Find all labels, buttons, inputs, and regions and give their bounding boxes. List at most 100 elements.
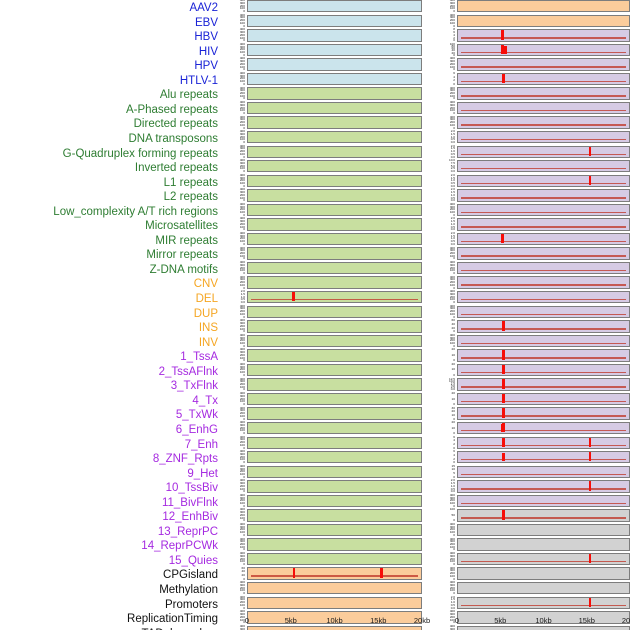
- track-plot-panel[interactable]: [457, 465, 630, 479]
- track-plot-panel[interactable]: [247, 596, 422, 609]
- track-plot-panel[interactable]: [247, 509, 422, 522]
- track-plot-panel[interactable]: [247, 392, 422, 406]
- track-plot-panel[interactable]: [247, 611, 422, 624]
- track-plot-panel[interactable]: [247, 189, 422, 202]
- track-plot-panel[interactable]: [457, 349, 630, 362]
- track-plot-panel[interactable]: [247, 58, 422, 71]
- track-plot-panel[interactable]: [457, 363, 630, 377]
- track-plot-panel[interactable]: [247, 451, 422, 464]
- track-plot-panel[interactable]: [457, 43, 630, 57]
- track-plot-panel[interactable]: [457, 145, 630, 158]
- track-plot-panel[interactable]: [457, 276, 630, 289]
- y-tick-label: 0: [453, 591, 455, 596]
- track-plot-panel[interactable]: [457, 334, 630, 348]
- track-plot-panel[interactable]: [247, 625, 422, 630]
- track-plot-panel[interactable]: [247, 247, 422, 260]
- track-plot-panel[interactable]: [457, 378, 630, 391]
- track-baseline: [461, 313, 626, 315]
- x-tick-label: 20kb: [413, 616, 431, 625]
- track-plot-panel[interactable]: [247, 552, 422, 566]
- track-plot-panel[interactable]: [457, 232, 630, 246]
- track-plot-panel[interactable]: [247, 582, 422, 595]
- track-plot-panel[interactable]: [457, 130, 630, 144]
- y-tick-label: 400: [239, 41, 245, 46]
- track-plot-panel[interactable]: [457, 407, 630, 420]
- track-plot-panel[interactable]: [457, 218, 630, 231]
- track-plot-panel[interactable]: [247, 203, 422, 217]
- track-plot-panel[interactable]: [247, 538, 422, 551]
- y-axis-ticks: 2.0 1.5 1.0 0.5 0.0: [436, 231, 456, 245]
- track-plot-panel[interactable]: [457, 436, 630, 449]
- track-plot-panel[interactable]: [247, 349, 422, 362]
- track-plot-panel[interactable]: [457, 451, 630, 464]
- track-plot-panel[interactable]: [247, 436, 422, 449]
- track-plot-panel[interactable]: [457, 552, 630, 566]
- track-plot-panel[interactable]: [457, 101, 630, 115]
- track-plot-panel[interactable]: [457, 0, 630, 13]
- track-row: 60 40 20 0: [436, 319, 630, 333]
- track-plot-panel[interactable]: [247, 291, 422, 304]
- track-plot-panel[interactable]: [247, 480, 422, 493]
- track-plot-panel[interactable]: [247, 378, 422, 391]
- track-plot-panel[interactable]: [247, 160, 422, 173]
- track-plot-panel[interactable]: [457, 291, 630, 304]
- track-plot-panel[interactable]: [457, 116, 630, 129]
- track-plot-panel[interactable]: [457, 261, 630, 275]
- y-tick-label: 0: [243, 241, 245, 246]
- track-plot-panel[interactable]: [457, 247, 630, 260]
- track-plot-panel[interactable]: [457, 567, 630, 580]
- track-plot-panel[interactable]: [247, 363, 422, 377]
- track-plot-panel[interactable]: [457, 596, 630, 609]
- track-plot-panel[interactable]: [457, 14, 630, 27]
- track-plot-panel[interactable]: [247, 72, 422, 86]
- track-plot-panel[interactable]: [457, 174, 630, 188]
- track-plot-panel[interactable]: [247, 305, 422, 318]
- track-plot-panel[interactable]: [457, 421, 630, 435]
- track-plot-panel[interactable]: [247, 494, 422, 508]
- y-tick-label: 300: [239, 321, 245, 326]
- track-plot-panel[interactable]: [247, 407, 422, 420]
- track-plot-panel[interactable]: [457, 509, 630, 522]
- track-plot-panel[interactable]: [247, 334, 422, 348]
- track-plot-panel[interactable]: [457, 72, 630, 86]
- track-plot-panel[interactable]: [247, 465, 422, 479]
- track-plot-panel[interactable]: [247, 421, 422, 435]
- track-plot-panel[interactable]: [247, 14, 422, 27]
- track-plot-panel[interactable]: [457, 538, 630, 551]
- track-plot-panel[interactable]: [247, 29, 422, 42]
- track-plot-panel[interactable]: [247, 101, 422, 115]
- track-plot-panel[interactable]: [457, 189, 630, 202]
- track-plot-panel[interactable]: [457, 320, 630, 333]
- track-plot-panel[interactable]: [247, 116, 422, 129]
- track-plot-panel[interactable]: [247, 232, 422, 246]
- track-plot-panel[interactable]: [457, 29, 630, 42]
- track-plot-panel[interactable]: [457, 58, 630, 71]
- y-tick-label: 1.5: [450, 146, 455, 151]
- track-plot-panel[interactable]: [247, 261, 422, 275]
- track-plot-panel[interactable]: [247, 0, 422, 13]
- track-plot-panel[interactable]: [457, 392, 630, 406]
- track-plot-panel[interactable]: [457, 582, 630, 595]
- track-plot-panel[interactable]: [247, 218, 422, 231]
- track-plot-panel[interactable]: [457, 523, 630, 537]
- track-plot-panel[interactable]: [247, 130, 422, 144]
- track-plot-panel[interactable]: [457, 203, 630, 217]
- track-baseline: [251, 575, 418, 577]
- track-plot-panel[interactable]: [457, 87, 630, 100]
- track-plot-panel[interactable]: [457, 305, 630, 318]
- track-plot-panel[interactable]: [247, 523, 422, 537]
- track-plot-panel[interactable]: [247, 43, 422, 57]
- track-plot-panel[interactable]: [247, 567, 422, 580]
- track-plot-panel[interactable]: [457, 480, 630, 493]
- track-plot-panel[interactable]: [247, 320, 422, 333]
- track-plot-panel[interactable]: [247, 174, 422, 188]
- track-plot-panel[interactable]: [247, 276, 422, 289]
- track-plot-panel[interactable]: [247, 145, 422, 158]
- track-plot-panel[interactable]: [457, 494, 630, 508]
- y-tick-label: 100: [239, 515, 245, 520]
- track-plot-panel[interactable]: [247, 87, 422, 100]
- track-plot-panel[interactable]: [457, 160, 630, 173]
